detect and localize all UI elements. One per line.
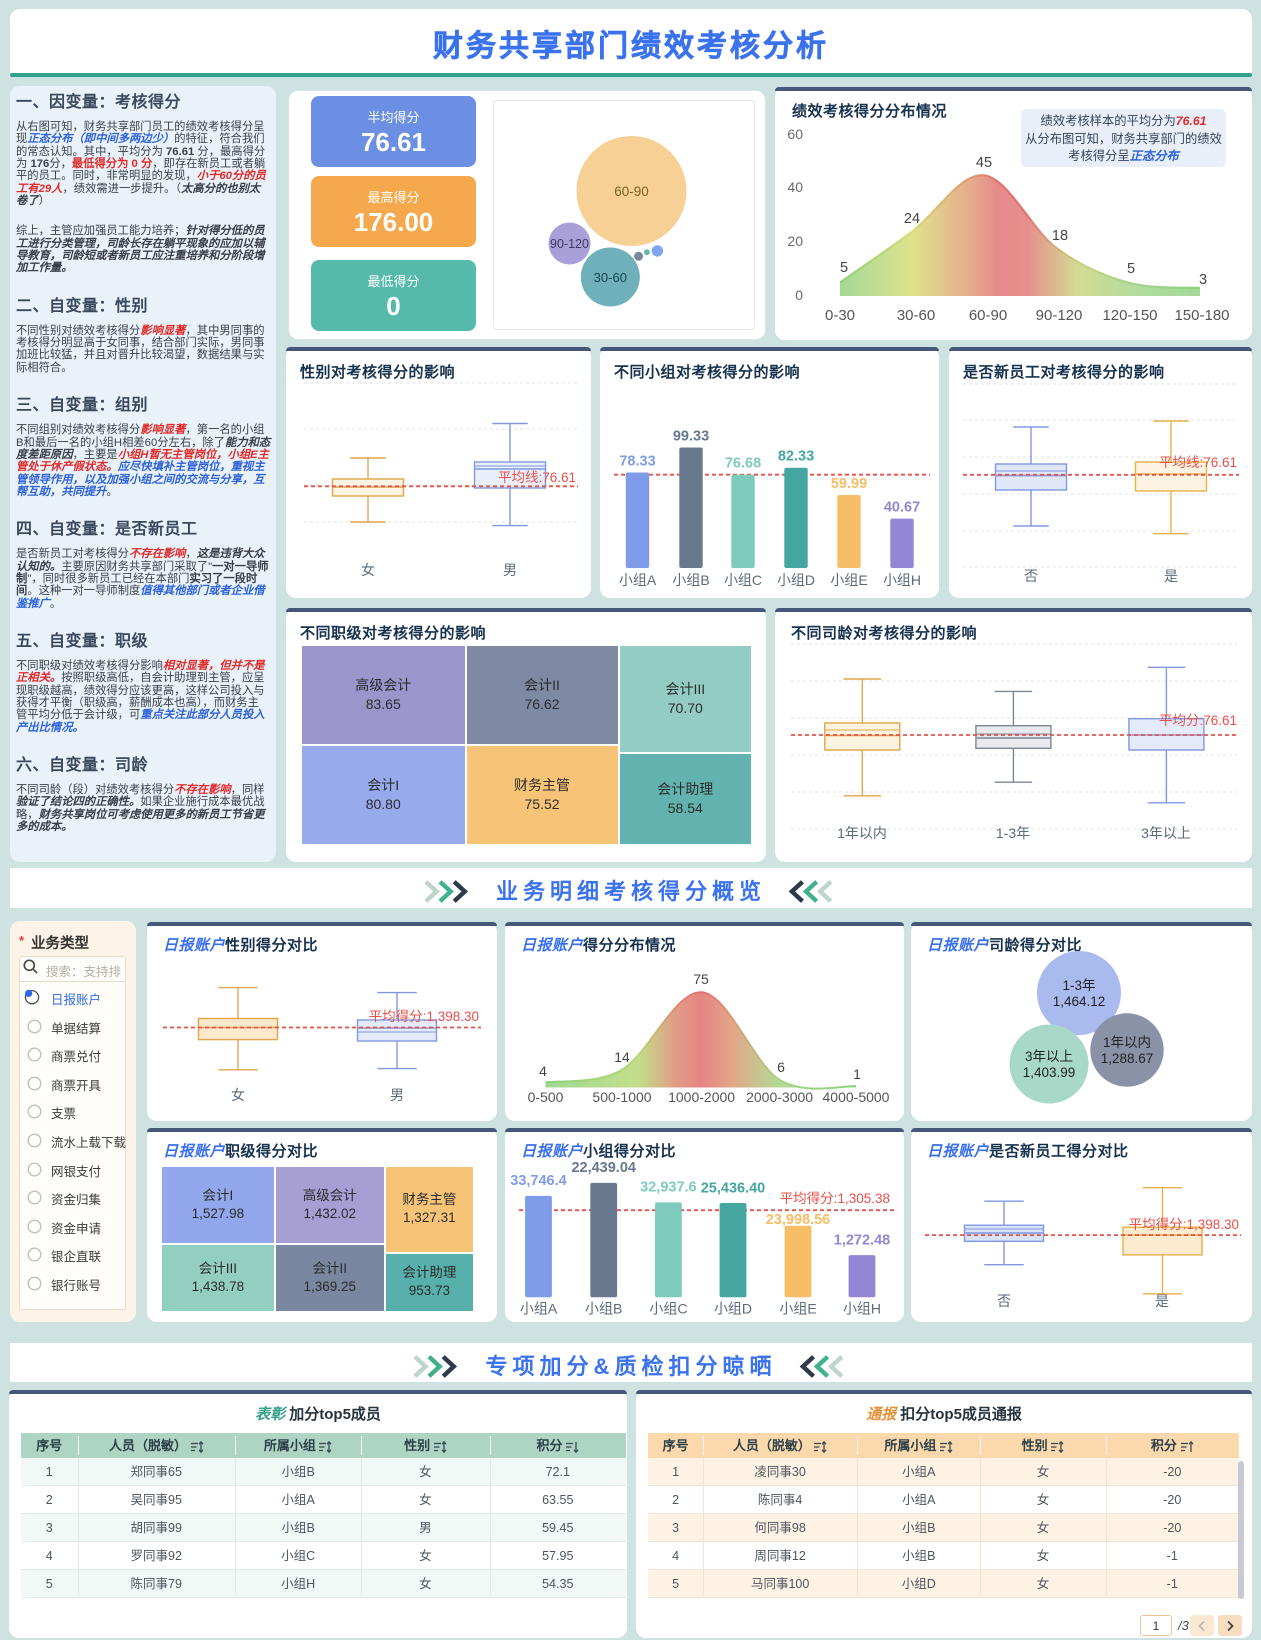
svg-text:小组A: 小组A [520,1300,558,1316]
svg-text:120-150: 120-150 [1102,307,1157,324]
svg-text:25,436.40: 25,436.40 [701,1181,766,1197]
svg-text:小组C: 小组C [649,1300,687,1316]
svg-text:否: 否 [997,1293,1011,1309]
svg-text:1年以内: 1年以内 [1103,1035,1151,1050]
svg-text:平均分:76.61: 平均分:76.61 [1159,713,1237,728]
svg-text:75: 75 [693,971,709,987]
svg-text:小组H: 小组H [883,572,921,588]
svg-text:23,998.56: 23,998.56 [766,1212,831,1228]
svg-text:2000-3000: 2000-3000 [746,1089,813,1105]
svg-text:否: 否 [1024,568,1038,584]
svg-text:14: 14 [614,1049,630,1065]
svg-text:平均线:76.61: 平均线:76.61 [498,470,576,485]
svg-text:40: 40 [787,179,803,195]
svg-text:小组B: 小组B [585,1300,622,1316]
svg-text:男: 男 [390,1087,404,1103]
svg-text:小组E: 小组E [830,572,867,588]
svg-text:0-500: 0-500 [528,1089,564,1105]
svg-text:33,746.4: 33,746.4 [510,1173,566,1189]
svg-text:150-180: 150-180 [1174,307,1229,324]
svg-text:小组B: 小组B [672,572,709,588]
svg-text:60-90: 60-90 [614,184,649,199]
svg-text:平均得分:1,398.30: 平均得分:1,398.30 [1129,1216,1239,1232]
svg-text:500-1000: 500-1000 [592,1089,651,1105]
svg-text:30-60: 30-60 [594,270,627,285]
svg-text:是: 是 [1164,568,1178,584]
svg-text:女: 女 [361,562,375,578]
svg-text:22,439.04: 22,439.04 [571,1160,636,1176]
svg-text:76.68: 76.68 [725,456,761,472]
svg-text:45: 45 [976,155,992,171]
svg-text:小组E: 小组E [779,1300,816,1316]
svg-text:小组H: 小组H [843,1300,881,1316]
svg-text:小组D: 小组D [714,1300,752,1316]
svg-text:30-60: 30-60 [897,307,935,324]
svg-text:小组C: 小组C [724,572,762,588]
svg-text:99.33: 99.33 [673,429,709,445]
svg-text:是: 是 [1155,1293,1169,1309]
svg-text:0-30: 0-30 [825,307,855,324]
svg-text:1: 1 [853,1066,861,1082]
svg-text:4: 4 [539,1063,547,1079]
svg-text:60-90: 60-90 [969,307,1007,324]
svg-text:3年以上: 3年以上 [1141,825,1191,841]
svg-text:4000-5000: 4000-5000 [823,1089,890,1105]
svg-text:40.67: 40.67 [884,500,920,516]
svg-text:18: 18 [1052,228,1068,244]
svg-text:1000-2000: 1000-2000 [668,1089,735,1105]
svg-text:男: 男 [503,562,517,578]
svg-text:女: 女 [231,1087,245,1103]
svg-text:1,288.67: 1,288.67 [1101,1051,1154,1066]
svg-text:平均线:76.61: 平均线:76.61 [1159,455,1237,470]
svg-text:1,403.99: 1,403.99 [1023,1065,1076,1080]
svg-text:1年以内: 1年以内 [837,825,887,841]
svg-text:24: 24 [904,211,920,227]
svg-text:5: 5 [840,260,848,276]
svg-text:平均得分:1,398.30: 平均得分:1,398.30 [369,1008,479,1024]
svg-text:90-120: 90-120 [550,237,589,251]
svg-text:82.33: 82.33 [778,449,814,465]
svg-text:59.99: 59.99 [831,476,867,492]
svg-text:3: 3 [1199,272,1207,288]
svg-text:32,937.6: 32,937.6 [640,1180,696,1196]
svg-text:1,272.48: 1,272.48 [834,1233,890,1249]
svg-text:90-120: 90-120 [1036,307,1083,324]
svg-text:1-3年: 1-3年 [996,825,1030,841]
svg-text:5: 5 [1127,261,1135,277]
svg-text:1-3年: 1-3年 [1062,978,1095,993]
svg-text:0: 0 [795,287,803,303]
svg-text:20: 20 [787,233,803,249]
svg-text:6: 6 [777,1059,785,1075]
svg-text:78.33: 78.33 [619,454,655,470]
svg-text:3年以上: 3年以上 [1025,1049,1073,1064]
svg-text:1,464.12: 1,464.12 [1053,994,1106,1009]
svg-text:小组A: 小组A [619,572,657,588]
svg-text:小组D: 小组D [777,572,815,588]
svg-text:60: 60 [787,126,803,142]
svg-text:平均得分:1,305.38: 平均得分:1,305.38 [780,1190,890,1206]
